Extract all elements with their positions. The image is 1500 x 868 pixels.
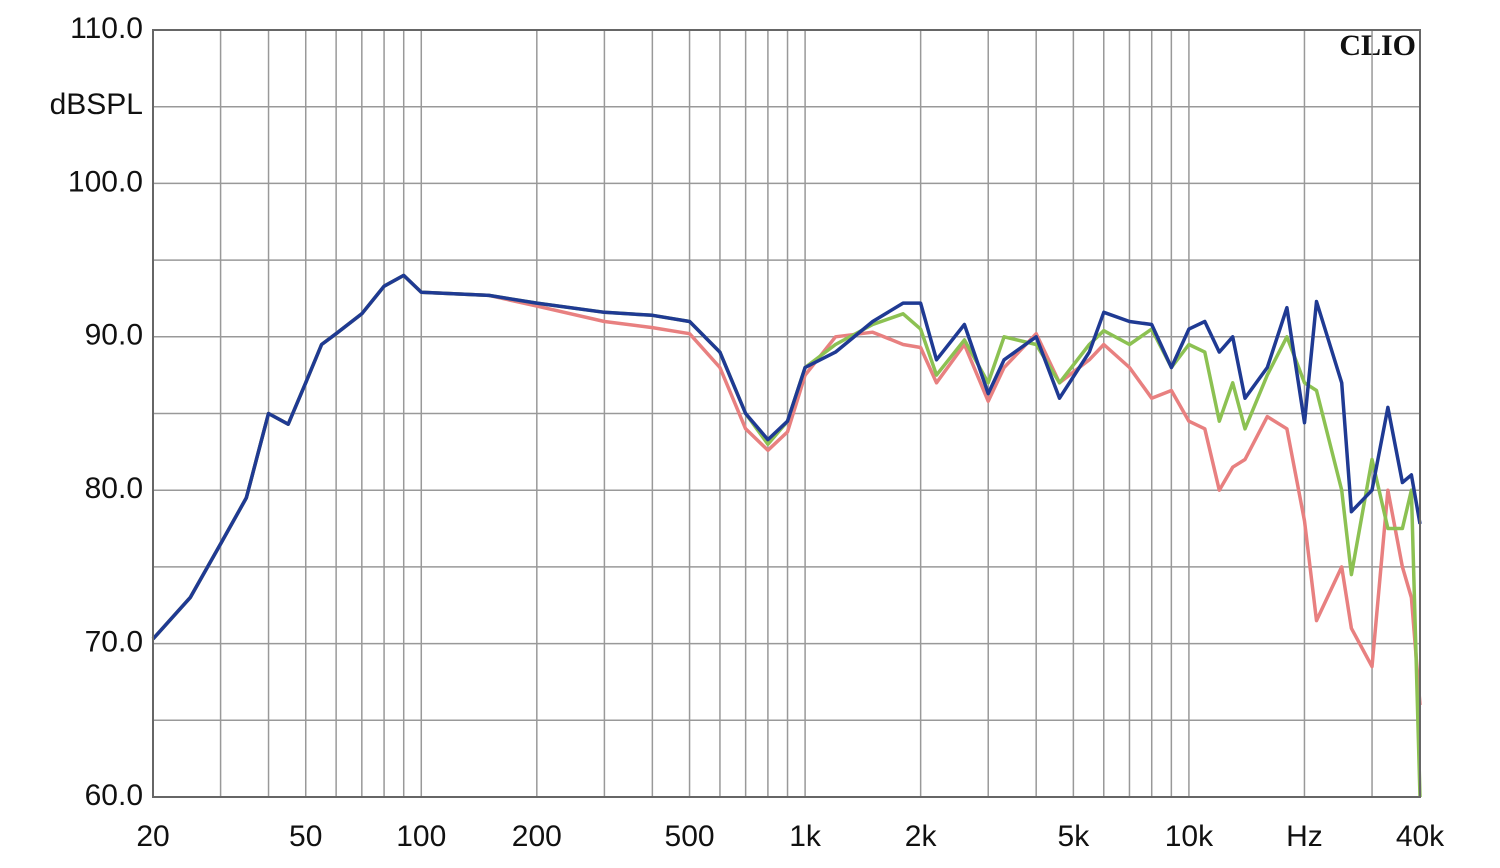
y-tick-label: 60.0: [85, 779, 143, 812]
series-line: [151, 273, 1422, 641]
x-tick-label: 10k: [1165, 820, 1214, 853]
plot-border: [152, 29, 1421, 798]
y-tick-label: 90.0: [85, 319, 143, 352]
x-tick-label: 40k: [1396, 820, 1445, 853]
annotation: CLIO: [1339, 29, 1416, 62]
x-tick-label: 500: [665, 820, 715, 853]
y-tick-label: 100.0: [68, 165, 143, 198]
x-tick-label: 20: [136, 820, 169, 853]
x-tick-label: Hz: [1286, 820, 1323, 853]
x-tick-label: 100: [396, 820, 446, 853]
x-tick-label: 5k: [1058, 820, 1091, 853]
x-tick-label: 50: [289, 820, 322, 853]
y-tick-label: 110.0: [70, 12, 143, 45]
y-tick-label: 70.0: [85, 626, 143, 659]
x-tick-label: 2k: [905, 820, 938, 853]
y-tick-label: 80.0: [85, 472, 143, 505]
x-tick-label: 1k: [789, 820, 822, 853]
y-axis-label: dBSPL: [50, 88, 143, 121]
x-tick-label: 200: [512, 820, 562, 853]
